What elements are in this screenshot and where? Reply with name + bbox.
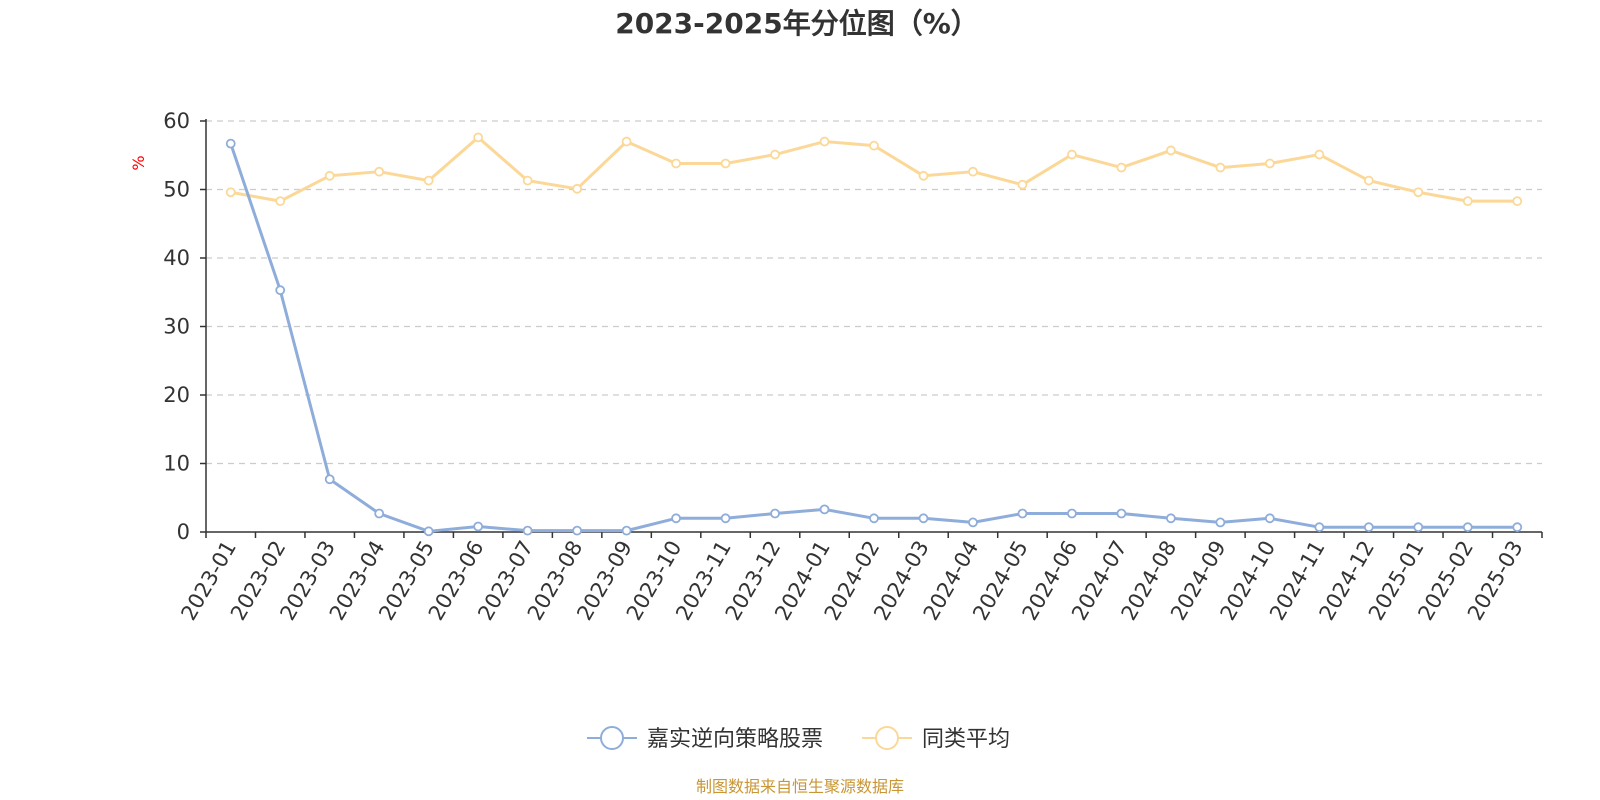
series-0-point-2023-11[interactable] bbox=[720, 513, 731, 524]
series-1-point-2023-09[interactable] bbox=[621, 136, 632, 147]
y-axis-unit-label: % bbox=[129, 155, 148, 170]
y-tick-label-60: 60 bbox=[163, 109, 190, 133]
series-1-point-2023-03[interactable] bbox=[324, 170, 335, 181]
series-0-point-2023-02[interactable] bbox=[275, 285, 286, 296]
series-0-point-2024-12[interactable] bbox=[1363, 522, 1374, 533]
y-tick-label-10: 10 bbox=[163, 452, 190, 476]
series-1-point-2023-02[interactable] bbox=[275, 196, 286, 207]
legend-marker-0 bbox=[600, 726, 624, 750]
series-1-point-2025-01[interactable] bbox=[1413, 187, 1424, 198]
series-0-point-2023-12[interactable] bbox=[770, 508, 780, 519]
series-1-point-2024-05[interactable] bbox=[1017, 179, 1028, 190]
series-0-point-2024-09[interactable] bbox=[1215, 517, 1226, 528]
y-tick-label-0: 0 bbox=[177, 520, 190, 544]
series-1-point-2023-08[interactable] bbox=[572, 183, 583, 194]
series-1-point-2024-11[interactable] bbox=[1314, 149, 1325, 160]
axes: 01020304050602023-012023-022023-032023-0… bbox=[163, 109, 1543, 624]
series-1-point-2023-04[interactable] bbox=[374, 166, 385, 177]
series-0-point-2023-06[interactable] bbox=[473, 521, 484, 532]
series-0-point-2025-01[interactable] bbox=[1413, 522, 1424, 533]
series-1-point-2023-10[interactable] bbox=[671, 158, 681, 169]
series-1-point-2023-11[interactable] bbox=[720, 158, 731, 169]
series-1-point-2024-02[interactable] bbox=[869, 140, 879, 151]
series-0-point-2024-10[interactable] bbox=[1264, 513, 1275, 524]
y-tick-label-40: 40 bbox=[163, 246, 190, 270]
series-0-point-2023-08[interactable] bbox=[572, 525, 583, 536]
series-0-point-2023-07[interactable] bbox=[522, 525, 533, 536]
series-1-point-2024-03[interactable] bbox=[918, 170, 929, 181]
series-1-point-2023-05[interactable] bbox=[423, 175, 434, 186]
legend-item-1[interactable]: 同类平均 bbox=[862, 726, 1010, 752]
series-0-point-2024-05[interactable] bbox=[1017, 508, 1028, 519]
series-1-point-2024-04[interactable] bbox=[968, 166, 978, 177]
series-1-point-2023-12[interactable] bbox=[770, 149, 780, 160]
series-0-point-2024-08[interactable] bbox=[1165, 513, 1176, 524]
legend-marker-1 bbox=[875, 726, 899, 750]
y-tick-label-30: 30 bbox=[163, 315, 190, 339]
series-1-point-2024-09[interactable] bbox=[1215, 162, 1226, 173]
series-0-point-2024-07[interactable] bbox=[1116, 508, 1127, 519]
series-0-point-2023-01[interactable] bbox=[225, 138, 236, 149]
grid-lines bbox=[206, 120, 1542, 465]
y-tick-label-50: 50 bbox=[163, 178, 190, 202]
series-1-point-2023-06[interactable] bbox=[473, 132, 484, 143]
chart-title: 2023-2025年分位图（%） bbox=[615, 7, 979, 40]
legend-item-0[interactable]: 嘉实逆向策略股票 bbox=[587, 726, 823, 752]
series-1-point-2024-12[interactable] bbox=[1363, 175, 1374, 186]
series-0-point-2023-10[interactable] bbox=[671, 513, 681, 524]
series-0-point-2024-01[interactable] bbox=[819, 504, 830, 515]
legend-label-0: 嘉实逆向策略股票 bbox=[647, 727, 823, 752]
legend[interactable]: 嘉实逆向策略股票 同类平均 bbox=[587, 726, 1010, 752]
y-tick-label-20: 20 bbox=[163, 383, 190, 407]
series-1-point-2024-08[interactable] bbox=[1165, 145, 1176, 156]
series-1-point-2024-10[interactable] bbox=[1264, 158, 1275, 169]
legend-label-1: 同类平均 bbox=[922, 727, 1010, 752]
series-1-point-2024-01[interactable] bbox=[819, 136, 830, 147]
series-line-0 bbox=[229, 143, 1518, 533]
source-note: 制图数据来自恒生聚源数据库 bbox=[696, 777, 904, 796]
series-0-point-2024-06[interactable] bbox=[1067, 508, 1077, 519]
series-0-point-2025-02[interactable] bbox=[1462, 522, 1473, 533]
series-0-point-2024-04[interactable] bbox=[968, 517, 978, 528]
series-1-point-2024-07[interactable] bbox=[1116, 162, 1127, 173]
series-0-point-2023-03[interactable] bbox=[324, 474, 335, 485]
series-0-point-2024-03[interactable] bbox=[918, 513, 929, 524]
series-0-point-2025-03[interactable] bbox=[1512, 522, 1523, 533]
series-0-point-2024-11[interactable] bbox=[1314, 522, 1325, 533]
series-1-point-2023-07[interactable] bbox=[522, 175, 533, 186]
series-1-point-2025-03[interactable] bbox=[1512, 196, 1523, 207]
series-lines bbox=[225, 132, 1523, 537]
series-0-point-2023-09[interactable] bbox=[621, 525, 632, 536]
series-1-point-2025-02[interactable] bbox=[1462, 196, 1473, 207]
series-0-point-2023-04[interactable] bbox=[374, 508, 385, 519]
series-1-point-2023-01[interactable] bbox=[225, 187, 236, 198]
series-0-point-2024-02[interactable] bbox=[869, 513, 879, 524]
series-0-point-2023-05[interactable] bbox=[423, 526, 434, 537]
series-1-point-2024-06[interactable] bbox=[1067, 149, 1077, 160]
